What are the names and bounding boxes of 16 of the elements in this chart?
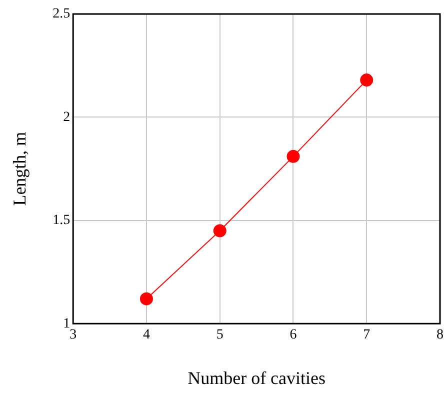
- y-tick-label: 2.5: [52, 6, 70, 22]
- y-tick-label: 1: [63, 316, 70, 332]
- x-tick-label: 4: [142, 328, 150, 343]
- y-tick-label: 1.5: [52, 213, 70, 228]
- point: [213, 224, 226, 238]
- x-tick-label: 5: [216, 328, 224, 343]
- y-axis-title: Length, m: [10, 132, 30, 206]
- point: [286, 150, 300, 163]
- point: [140, 292, 153, 306]
- x-tick-label: 7: [363, 328, 370, 343]
- y-tick-label: 2: [63, 110, 70, 125]
- x-tick-label: 8: [436, 328, 444, 343]
- x-tick-label: 6: [290, 328, 297, 343]
- x-axis-title: Number of cavities: [188, 368, 326, 388]
- x-tick-label: 3: [70, 328, 77, 343]
- point: [360, 74, 374, 87]
